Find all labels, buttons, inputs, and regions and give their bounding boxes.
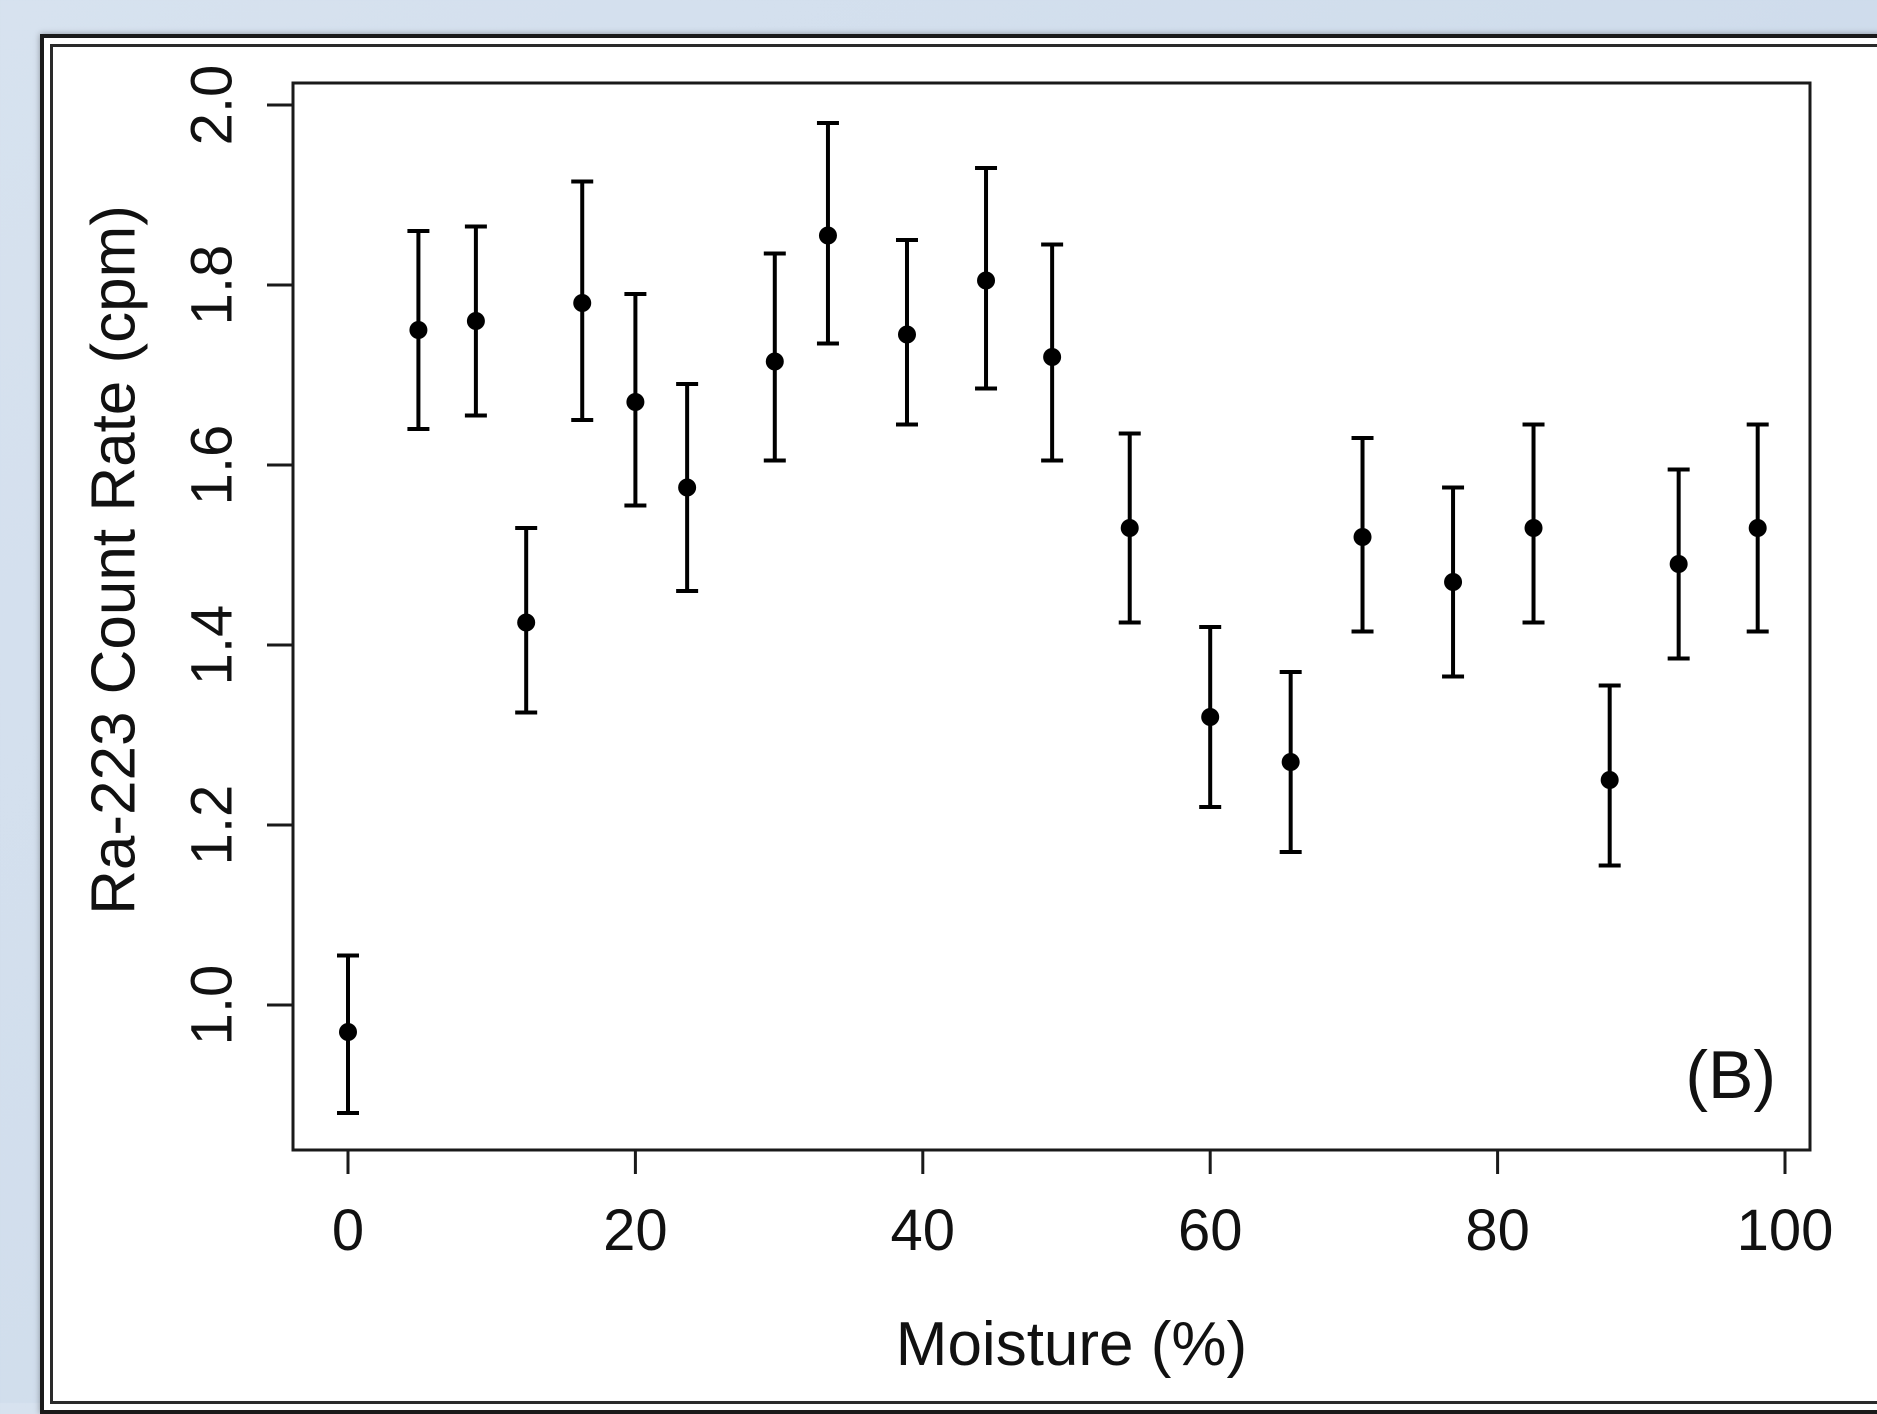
point-marker xyxy=(1669,555,1688,573)
data-point xyxy=(624,292,647,508)
point-marker xyxy=(626,393,645,411)
point-marker xyxy=(1353,528,1372,546)
data-point xyxy=(464,224,487,418)
point-marker xyxy=(765,352,784,371)
y-tick-label: 1.4 xyxy=(179,605,244,686)
point-marker xyxy=(466,312,485,330)
data-point xyxy=(1598,683,1621,868)
data-point xyxy=(515,526,538,715)
y-tick-label: 1.6 xyxy=(179,425,244,506)
data-point xyxy=(1279,670,1302,854)
point-marker xyxy=(678,478,697,497)
y-tick-label: 1.0 xyxy=(179,965,244,1046)
point-marker xyxy=(977,271,996,290)
point-marker xyxy=(1748,519,1767,537)
point-marker xyxy=(1600,771,1619,789)
point-marker xyxy=(1444,573,1463,591)
data-point xyxy=(895,238,918,427)
data-point xyxy=(1746,422,1769,634)
y-tick-label: 1.8 xyxy=(179,245,244,326)
data-point xyxy=(676,382,699,593)
figure-frame xyxy=(40,34,1877,1414)
point-marker xyxy=(1524,519,1543,537)
x-axis: 0 20 40 60 80 100 xyxy=(332,1148,1834,1263)
x-tick-label: 20 xyxy=(603,1198,668,1263)
point-marker xyxy=(409,321,428,339)
point-marker xyxy=(897,325,916,344)
data-point xyxy=(763,251,786,463)
x-tick-label: 80 xyxy=(1465,1198,1530,1263)
point-marker xyxy=(1281,753,1300,771)
data-point xyxy=(1199,625,1222,809)
x-tick-label: 100 xyxy=(1737,1198,1834,1263)
y-axis-title: Ra-223 Count Rate (cpm) xyxy=(79,205,148,915)
data-point xyxy=(1118,431,1141,625)
data-marks xyxy=(337,121,1769,1115)
data-point xyxy=(1041,242,1064,463)
data-point xyxy=(1442,485,1465,679)
y-tick-label: 1.2 xyxy=(179,785,244,866)
data-point xyxy=(337,953,359,1115)
data-point xyxy=(571,179,594,422)
point-marker xyxy=(818,226,837,245)
panel-label: (B) xyxy=(1685,1037,1776,1113)
point-marker xyxy=(1043,348,1062,366)
data-point xyxy=(1667,467,1690,661)
data-point xyxy=(1351,436,1374,634)
data-point xyxy=(407,229,430,431)
x-tick-label: 0 xyxy=(332,1198,364,1263)
x-tick-label: 60 xyxy=(1178,1198,1243,1263)
data-point xyxy=(816,121,839,346)
y-axis: 1.0 1.2 1.4 1.6 1.8 2.0 xyxy=(179,65,295,1046)
x-tick-label: 40 xyxy=(891,1198,956,1263)
point-marker xyxy=(573,294,592,312)
x-axis-title: Moisture (%) xyxy=(896,1310,1247,1379)
y-tick-label: 2.0 xyxy=(179,65,244,146)
data-point xyxy=(975,166,998,391)
data-point xyxy=(1522,422,1545,625)
point-marker xyxy=(517,613,536,632)
point-marker xyxy=(1201,708,1220,726)
point-marker xyxy=(339,1023,357,1041)
point-marker xyxy=(1120,519,1139,537)
